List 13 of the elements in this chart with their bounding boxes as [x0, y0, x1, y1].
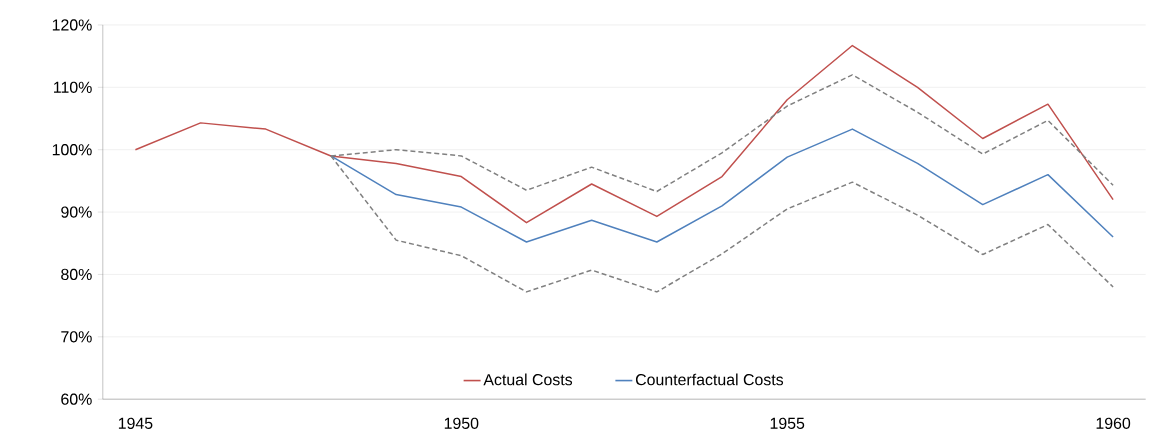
y-tick-label: 70% — [61, 331, 92, 343]
y-tick-label: 120% — [52, 19, 92, 31]
y-tick-label: 90% — [61, 206, 92, 218]
x-tick-label: 1945 — [118, 417, 153, 429]
x-tick-label: 1955 — [770, 417, 805, 429]
x-tick-label: 1960 — [1096, 417, 1131, 429]
legend-label: Counterfactual Costs — [635, 373, 784, 386]
y-tick-label: 110% — [54, 81, 92, 93]
x-tick-label: 1950 — [444, 417, 479, 429]
legend-label: Actual Costs — [483, 373, 573, 386]
y-tick-label: 100% — [52, 144, 92, 156]
y-tick-label: 60% — [61, 393, 92, 405]
y-tick-label: 80% — [61, 268, 92, 281]
